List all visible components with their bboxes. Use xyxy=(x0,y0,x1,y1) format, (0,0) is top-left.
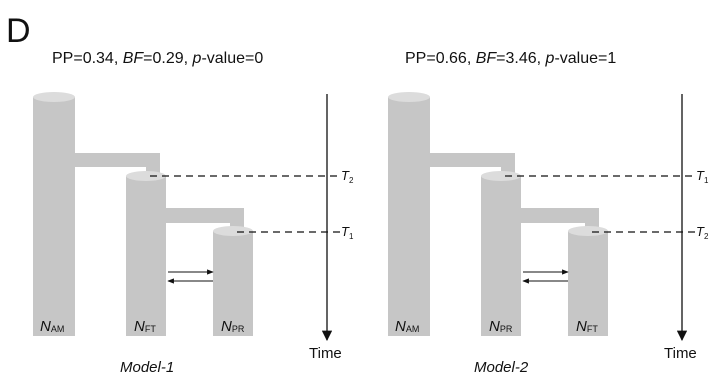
model-2-pop-label-3: NFT xyxy=(576,318,598,335)
model-2-population-pr xyxy=(481,171,521,336)
model-2-split-branch xyxy=(519,208,599,233)
model-2-time-label-lower: T2 xyxy=(696,224,709,241)
model-2-panel: PP=0.66, BF=3.46, p-value=1 T1 T2 NAM NP… xyxy=(388,50,709,376)
model-1-ancestral-branch xyxy=(66,153,160,176)
panel-label: D xyxy=(6,12,31,50)
model-2-caption: Model-2 xyxy=(474,359,529,376)
model-1-population-ft xyxy=(126,171,166,336)
model-2-population-ft xyxy=(568,226,608,336)
model-1-time-label-lower: T1 xyxy=(341,224,354,241)
model-1-pop-label-3: NPR xyxy=(221,318,245,335)
model-1-header: PP=0.34, BF=0.29, p-value=0 xyxy=(52,50,263,67)
model-1-population-am xyxy=(33,92,75,336)
model-1-population-pr xyxy=(213,226,253,336)
model-1-time-axis-label: Time xyxy=(309,345,342,362)
model-1-time-label-upper: T2 xyxy=(341,168,354,185)
model-1-split-branch xyxy=(164,208,244,233)
model-2-ancestral-branch xyxy=(421,153,515,176)
model-1-caption: Model-1 xyxy=(120,359,174,376)
model-1-panel: PP=0.34, BF=0.29, p-value=0 T2 T1 NAM xyxy=(33,50,354,376)
model-1-pop-label-2: NFT xyxy=(134,318,156,335)
model-2-time-axis-label: Time xyxy=(664,345,697,362)
model-2-population-am xyxy=(388,92,430,336)
model-2-pop-label-1: NAM xyxy=(395,318,419,335)
model-1-pop-label-1: NAM xyxy=(40,318,64,335)
model-2-time-label-upper: T1 xyxy=(696,168,709,185)
model-2-pop-label-2: NPR xyxy=(489,318,513,335)
model-2-header: PP=0.66, BF=3.46, p-value=1 xyxy=(405,50,616,67)
